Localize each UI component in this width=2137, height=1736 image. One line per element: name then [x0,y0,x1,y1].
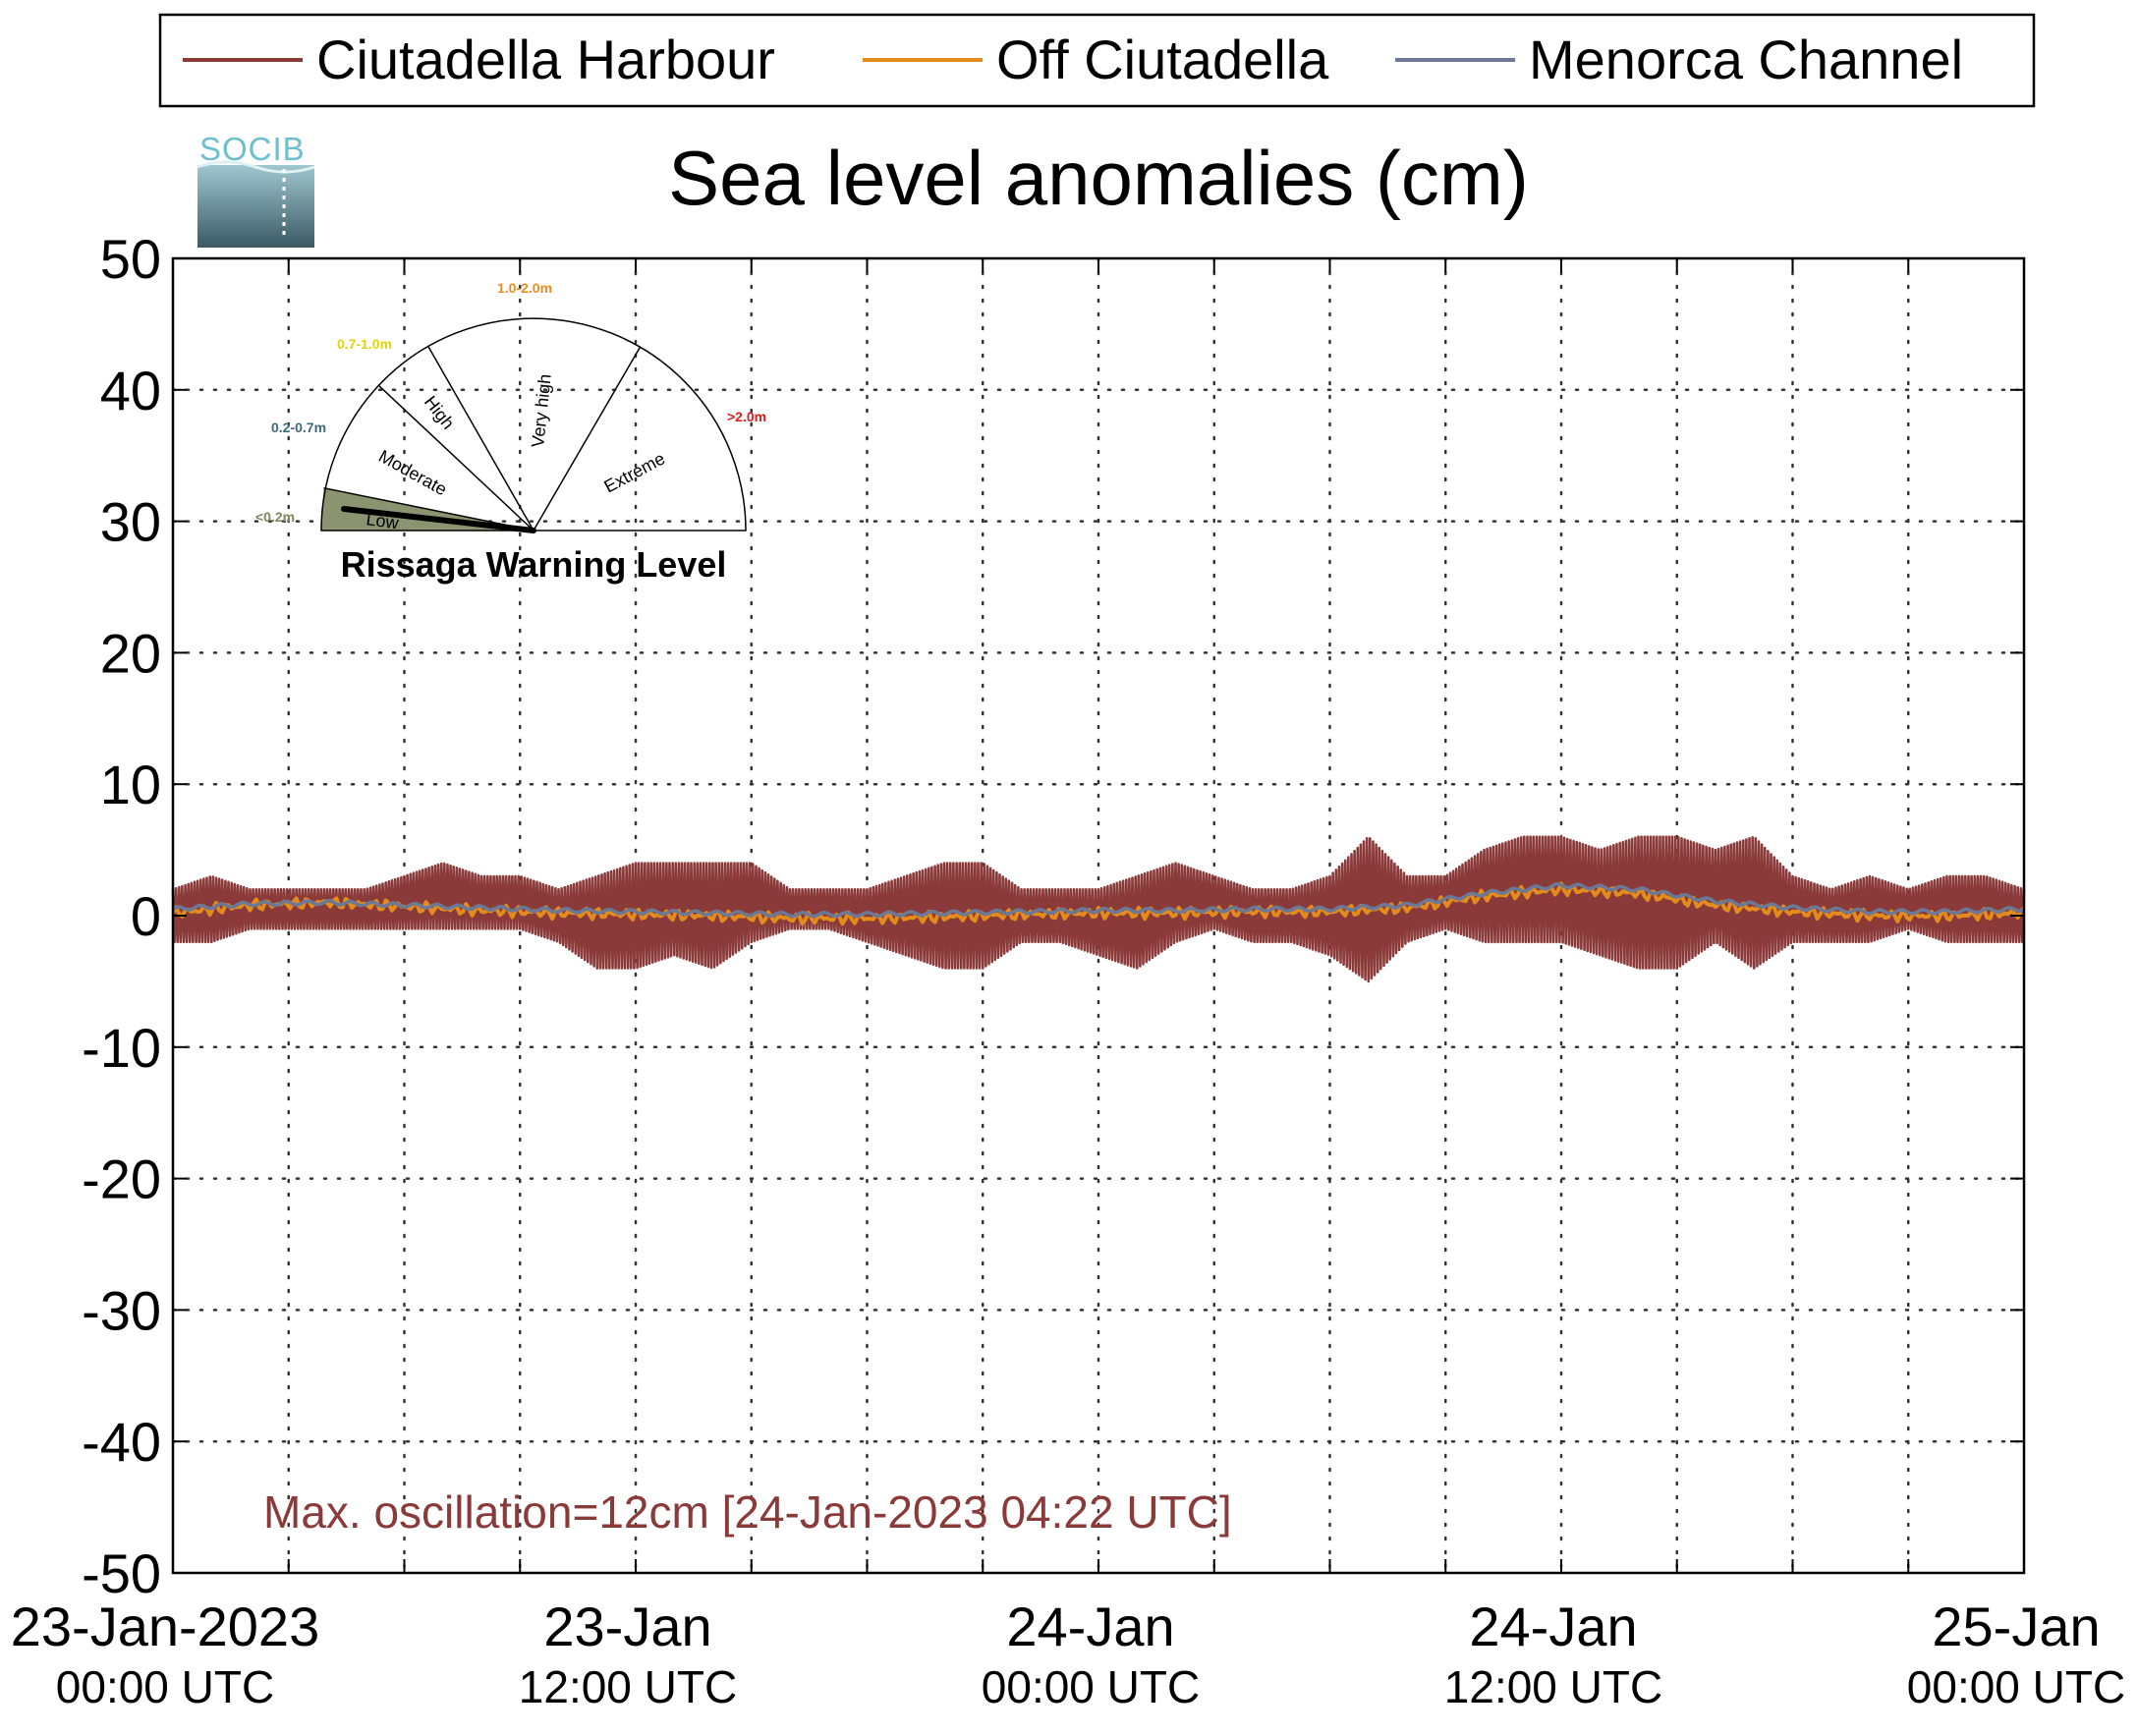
x-tick-label-date: 24-Jan [1006,1596,1174,1657]
gauge-divider-high-veryhigh [427,346,534,532]
y-tick-label: -50 [82,1542,161,1604]
gauge-range-low: <0.2m [255,509,295,525]
y-tick-label: 30 [100,491,161,553]
y-tick-label: -20 [82,1148,161,1210]
x-tick-label-time: 00:00 UTC [1907,1661,2125,1712]
socib-logo-wave-crest [197,160,315,174]
gauge-range-extreme: >2.0m [727,409,766,424]
max-oscillation-annotation: Max. oscillation=12cm [24-Jan-2023 04:22… [263,1486,1232,1538]
x-tick-label-date: 25-Jan [1932,1596,2100,1657]
x-tick-label-date: 23-Jan [543,1596,711,1657]
gauge-divider-moderate-high [377,384,534,532]
legend: Ciutadella Harbour Off Ciutadella Menorc… [158,13,2036,108]
series-layer [171,835,2026,983]
gauge-range-high: 0.7-1.0m [337,336,392,352]
y-tick-label: -10 [82,1017,161,1079]
series-off-ciutadella [171,881,2026,926]
x-tick-label-time: 12:00 UTC [519,1661,737,1712]
series-ciutadella-harbour [171,835,2026,983]
x-tick-label-time: 12:00 UTC [1444,1661,1662,1712]
y-tick-label: -30 [82,1279,161,1341]
gauge-range-moderate: 0.2-0.7m [271,420,326,435]
y-tick-label: 0 [131,885,161,947]
y-tick-label: -40 [82,1411,161,1473]
gauge-title: Rissaga Warning Level [341,544,727,585]
socib-logo-text: SOCIB [199,131,306,167]
socib-logo-wave [197,165,314,248]
gauge-outline [320,317,747,532]
gauge-divider-low-moderate [323,486,534,532]
x-tick-label-time: 00:00 UTC [982,1661,1200,1712]
gauge-divider-veryhigh-extreme [533,346,642,532]
gauge-range-very-high: 1.0-2.0m [497,280,552,296]
legend-label-menorca-channel: Menorca Channel [1529,28,1963,90]
legend-box [158,13,2036,108]
y-axis-labels: 50 40 30 20 10 0 -10 -20 -30 -40 -50 [82,228,161,1604]
legend-label-ciutadella-harbour: Ciutadella Harbour [316,28,775,90]
chart-title: Sea level anomalies (cm) [668,135,1529,221]
y-tick-label: 50 [100,228,161,290]
y-tick-label: 20 [100,622,161,684]
gauge-needle [341,506,536,533]
y-tick-label: 10 [100,754,161,815]
x-tick-label-date: 24-Jan [1469,1596,1637,1657]
socib-logo: SOCIB [197,131,315,248]
series-menorca-channel [172,881,2025,919]
axis-ticks [173,257,2024,1574]
y-tick-label: 40 [100,360,161,421]
x-tick-label-date: 23-Jan-2023 [11,1596,319,1657]
legend-label-off-ciutadella: Off Ciutadella [996,28,1329,90]
x-tick-label-time: 00:00 UTC [56,1661,274,1712]
